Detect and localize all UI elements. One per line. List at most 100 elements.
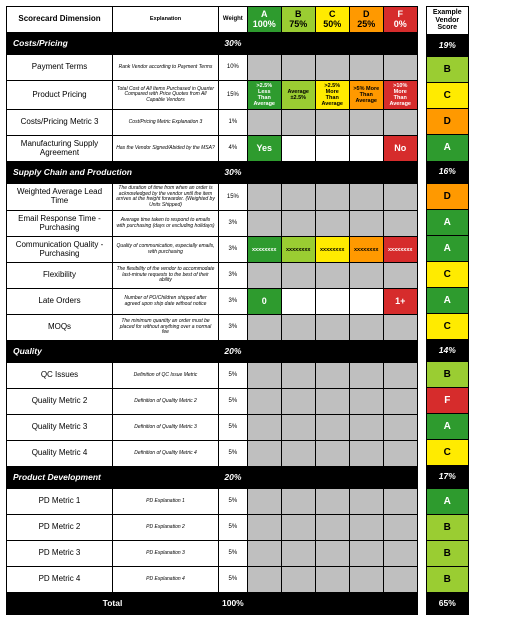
- grade-cell: [315, 263, 349, 289]
- header-grade-B: B75%: [281, 7, 315, 33]
- grade-cell: [281, 541, 315, 567]
- section-weight: 30%: [219, 33, 248, 55]
- row-explanation: Has the Vendor Signed/Abided by the MSA?: [113, 136, 219, 162]
- row-weight: 5%: [219, 541, 248, 567]
- grade-cell: xxxxxxxx: [281, 237, 315, 263]
- grade-cell: [383, 363, 417, 389]
- row-dimension: PD Metric 4: [7, 567, 113, 593]
- section-example: 19%: [426, 35, 468, 57]
- grade-cell: [349, 415, 383, 441]
- grade-cell: [247, 55, 281, 81]
- row-weight: 15%: [219, 81, 248, 110]
- grade-cell: [281, 211, 315, 237]
- grade-cell: [281, 515, 315, 541]
- grade-cell: [281, 136, 315, 162]
- row-weight: 5%: [219, 441, 248, 467]
- grade-cell: [349, 363, 383, 389]
- row-weight: 5%: [219, 515, 248, 541]
- grade-cell: [349, 441, 383, 467]
- grade-cell: [281, 315, 315, 341]
- grade-cell: [315, 363, 349, 389]
- row-weight: 10%: [219, 55, 248, 81]
- grade-cell: [281, 567, 315, 593]
- header-grade-A: A100%: [247, 7, 281, 33]
- grade-cell: [247, 363, 281, 389]
- grade-cell: [383, 211, 417, 237]
- grade-cell: [281, 55, 315, 81]
- example-score-cell: F: [426, 388, 468, 414]
- row-weight: 1%: [219, 110, 248, 136]
- grade-cell: [281, 110, 315, 136]
- row-explanation: The minimum quantity an order must be pl…: [113, 315, 219, 341]
- row-explanation: The duration of time from when an order …: [113, 184, 219, 211]
- row-dimension: Late Orders: [7, 289, 113, 315]
- row-explanation: Total Cost of All Items Purchased in Qua…: [113, 81, 219, 110]
- row-explanation: Cost/Pricing Metric Explanation 3: [113, 110, 219, 136]
- section-title: Product Development: [7, 467, 219, 489]
- grade-cell: [383, 541, 417, 567]
- example-score-cell: B: [426, 514, 468, 540]
- grade-cell: [247, 263, 281, 289]
- section-title: Costs/Pricing: [7, 33, 219, 55]
- grade-cell: [315, 515, 349, 541]
- grade-cell: [349, 184, 383, 211]
- grade-cell: [349, 263, 383, 289]
- section-example: 14%: [426, 340, 468, 362]
- grade-cell: [383, 515, 417, 541]
- row-weight: 3%: [219, 289, 248, 315]
- grade-cell: [247, 415, 281, 441]
- grade-cell: Yes: [247, 136, 281, 162]
- example-score-table: Example Vendor Score19%BCDA16%DAACAC14%B…: [426, 6, 469, 615]
- grade-cell: [349, 515, 383, 541]
- grade-cell: [383, 567, 417, 593]
- grade-cell: >2.5% More Than Average: [315, 81, 349, 110]
- grade-cell: [315, 136, 349, 162]
- grade-cell: [281, 289, 315, 315]
- grade-cell: [281, 363, 315, 389]
- grade-cell: [247, 489, 281, 515]
- total-score: 65%: [426, 592, 468, 614]
- grade-cell: [281, 489, 315, 515]
- row-explanation: The flexibility of the vendor to accommo…: [113, 263, 219, 289]
- grade-cell: [247, 184, 281, 211]
- row-explanation: PD Explanation 2: [113, 515, 219, 541]
- row-dimension: Communication Quality - Purchasing: [7, 237, 113, 263]
- example-score-cell: A: [426, 209, 468, 235]
- row-explanation: Average time taken to respond to emails …: [113, 211, 219, 237]
- grade-cell: >2.5% Less Than Average: [247, 81, 281, 110]
- row-dimension: Quality Metric 4: [7, 441, 113, 467]
- grade-cell: [315, 55, 349, 81]
- header-explanation: Explanation: [113, 7, 219, 33]
- total-label: Total: [7, 593, 219, 615]
- example-score-cell: B: [426, 566, 468, 592]
- grade-cell: [315, 489, 349, 515]
- row-explanation: PD Explanation 3: [113, 541, 219, 567]
- row-explanation: Definition of QC Issue Metric: [113, 363, 219, 389]
- header-grade-C: C50%: [315, 7, 349, 33]
- grade-cell: [383, 55, 417, 81]
- grade-cell: [247, 211, 281, 237]
- example-score-cell: B: [426, 540, 468, 566]
- grade-cell: [349, 567, 383, 593]
- section-weight: 20%: [219, 467, 248, 489]
- grade-cell: [315, 184, 349, 211]
- example-score-cell: A: [426, 235, 468, 261]
- grade-cell: [247, 315, 281, 341]
- grade-cell: [315, 567, 349, 593]
- grade-cell: [247, 110, 281, 136]
- grade-cell: [247, 567, 281, 593]
- row-dimension: Quality Metric 2: [7, 389, 113, 415]
- grade-cell: [281, 441, 315, 467]
- grade-cell: [383, 441, 417, 467]
- example-score-cell: C: [426, 83, 468, 109]
- section-spacer: [247, 341, 417, 363]
- row-dimension: QC Issues: [7, 363, 113, 389]
- grade-cell: [281, 263, 315, 289]
- section-weight: 30%: [219, 162, 248, 184]
- row-dimension: Flexibility: [7, 263, 113, 289]
- row-weight: 5%: [219, 567, 248, 593]
- section-example: 16%: [426, 161, 468, 183]
- header-grade-F: F0%: [383, 7, 417, 33]
- scorecard-table: Scorecard DimensionExplanationWeightA100…: [6, 6, 418, 615]
- grade-cell: [247, 441, 281, 467]
